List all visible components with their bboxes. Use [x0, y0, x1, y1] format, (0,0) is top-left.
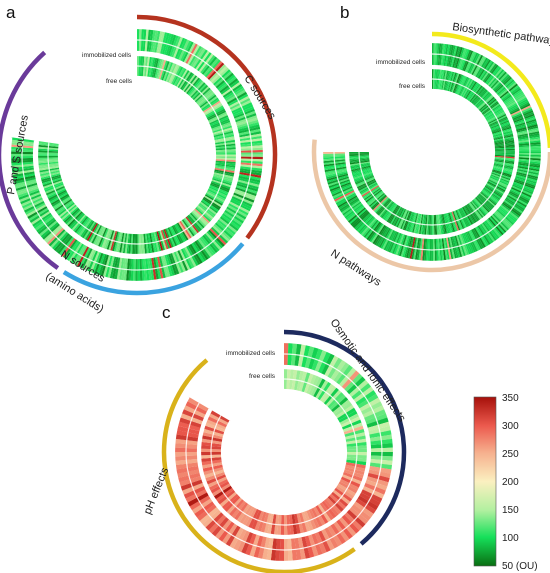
colorbar-tick: 250 [502, 449, 519, 460]
ring-separator [172, 340, 396, 564]
colorbar-tick: 150 [502, 505, 519, 516]
ring-label-immobilized: immobilized cells [226, 350, 276, 357]
panel-letter: a [6, 3, 16, 22]
ring-separator [47, 65, 227, 245]
ring-label-free: free cells [106, 78, 133, 85]
group-arc [0, 50, 60, 270]
colorbar-tick: 200 [502, 477, 519, 488]
group-arc [62, 242, 245, 296]
ring-separator [8, 26, 266, 284]
ring-label-immobilized: immobilized cells [376, 59, 426, 66]
ring-separator [198, 366, 370, 538]
group-label-biosynthetic: Biosynthetic pathways [452, 21, 550, 48]
panel-c: c immobilized cells free cells Osmotic a… [142, 303, 408, 573]
ring-separator [358, 78, 506, 226]
colorbar-tick: 100 [502, 533, 519, 544]
group-arc [161, 358, 356, 573]
ring-separator [368, 88, 496, 216]
heatmap-rings [8, 26, 266, 284]
heatmap-rings [172, 340, 396, 564]
group-arc [283, 329, 407, 546]
colorbar-tick: 350 [502, 393, 519, 404]
group-label-ph: pH effects [142, 465, 172, 516]
ring-separator [220, 388, 348, 516]
colorbar-tick: 300 [502, 421, 519, 432]
ring-separator [32, 50, 242, 260]
group-arc [431, 31, 550, 148]
group-arcs [0, 14, 278, 296]
group-arcs [161, 329, 407, 573]
ring-separator [344, 64, 520, 240]
colorbar: 350 300 250 200 150 100 50 (OU) [473, 393, 538, 572]
panel-a: a immobilized cells free cells C sources… [0, 3, 278, 316]
panel-letter: b [340, 3, 349, 22]
ring-separator [320, 40, 544, 264]
panel-letter: c [162, 303, 171, 322]
group-arc [311, 139, 550, 273]
group-arc [136, 14, 278, 240]
ring-separator [21, 39, 253, 271]
ring-separator [196, 364, 372, 540]
group-arcs [311, 31, 550, 273]
colorbar-tick: 50 (OU) [502, 561, 538, 572]
ring-label-immobilized: immobilized cells [82, 52, 132, 59]
ring-separator [185, 353, 383, 551]
colorbar-ticks: 350 300 250 200 150 100 50 (OU) [502, 393, 538, 572]
heatmap-rings [320, 40, 544, 264]
ring-separator [35, 53, 239, 257]
ring-separator [333, 53, 531, 251]
ring-separator [210, 378, 358, 526]
colorbar-gradient [473, 396, 497, 567]
ring-separator [346, 66, 518, 238]
ring-separator [57, 75, 217, 235]
ring-label-free: free cells [399, 83, 426, 90]
ring-label-free: free cells [249, 373, 276, 380]
panel-b: b immobilized cells free cells Biosynthe… [311, 3, 550, 289]
